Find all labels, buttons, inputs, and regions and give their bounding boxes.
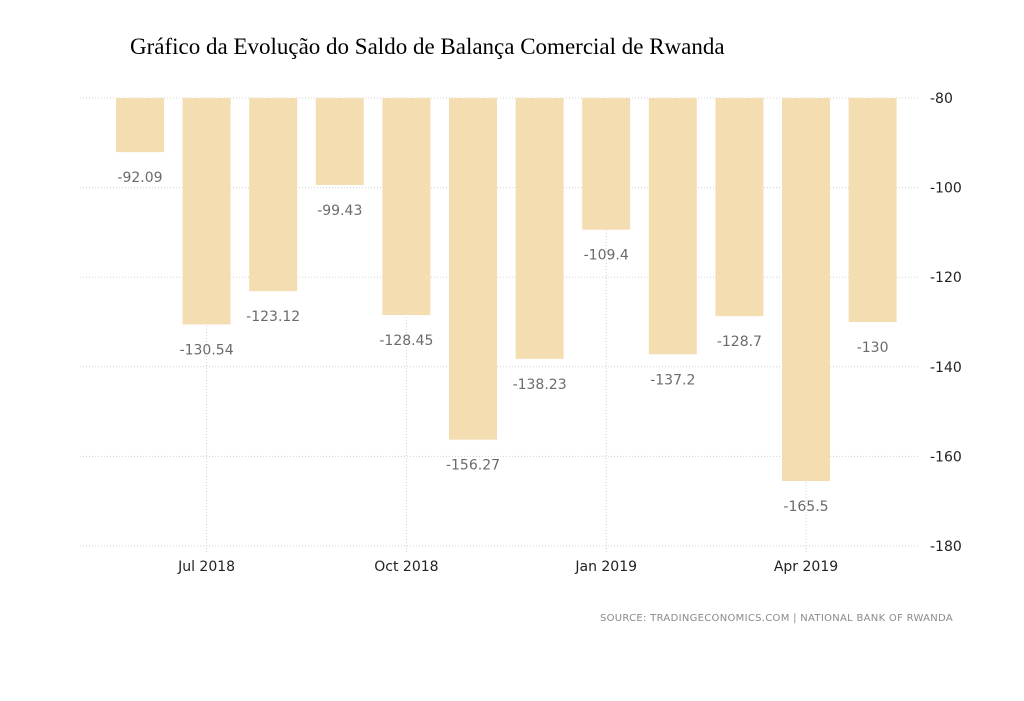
bar: [249, 98, 298, 292]
data-label: -128.7: [717, 334, 762, 350]
data-label: -92.09: [117, 170, 162, 186]
bar: [848, 98, 897, 322]
bar: [515, 98, 564, 359]
y-tick-label: -140: [930, 360, 962, 376]
data-label: -99.43: [317, 203, 362, 219]
x-tick-label: Jan 2019: [574, 559, 637, 575]
x-tick-label: Oct 2018: [374, 559, 438, 575]
bar: [715, 98, 764, 317]
data-label: -123.12: [246, 309, 300, 325]
data-label: -109.4: [584, 248, 629, 264]
source-note: SOURCE: TRADINGECONOMICS.COM | NATIONAL …: [600, 613, 953, 624]
y-tick-label: -180: [930, 539, 962, 555]
data-label: -130: [857, 340, 889, 356]
y-tick-label: -100: [930, 181, 962, 197]
bar: [116, 98, 164, 153]
data-label: -128.45: [379, 333, 433, 349]
chart-title: Gráfico da Evolução do Saldo de Balança …: [130, 34, 725, 59]
x-tick-label: Apr 2019: [774, 559, 838, 575]
x-tick-label: Jul 2018: [177, 559, 235, 575]
bar: [582, 98, 631, 230]
data-label: -165.5: [783, 499, 828, 515]
bar: [315, 98, 364, 186]
data-label: -137.2: [650, 372, 695, 388]
y-tick-label: -80: [930, 91, 953, 107]
bar: [449, 98, 497, 440]
data-label: -156.27: [446, 458, 500, 474]
data-label: -130.54: [180, 342, 234, 358]
bar: [382, 98, 431, 316]
data-label: -138.23: [513, 377, 567, 393]
bar: [648, 98, 697, 355]
y-tick-label: -120: [930, 270, 962, 286]
bar: [182, 98, 231, 325]
y-tick-label: -160: [930, 449, 962, 465]
bar: [782, 98, 830, 482]
